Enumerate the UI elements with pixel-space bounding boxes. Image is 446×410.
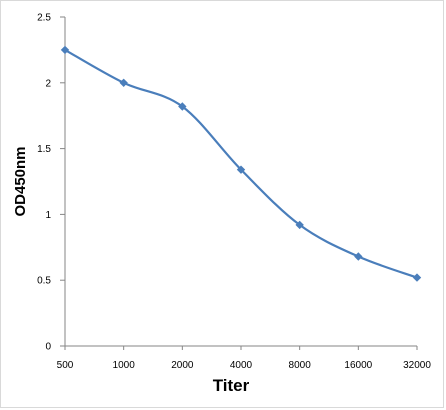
x-tick-label: 16000 — [344, 360, 372, 371]
y-axis-title: OD450nm — [12, 146, 29, 216]
data-point — [236, 165, 246, 174]
x-tick-label: 8000 — [289, 360, 312, 371]
x-tick-label: 32000 — [403, 360, 431, 371]
y-tick-label: 1 — [45, 210, 51, 221]
y-tick-label: 2.5 — [37, 13, 51, 24]
x-axis-title: Titer — [213, 376, 250, 395]
x-tick-label: 4000 — [230, 360, 253, 371]
y-tick-label: 1.5 — [37, 144, 51, 155]
data-point — [295, 220, 304, 230]
x-tick-label: 500 — [57, 360, 74, 371]
data-point — [178, 102, 187, 111]
data-point — [354, 252, 363, 261]
data-point — [60, 45, 70, 55]
y-tick-label: 2 — [45, 78, 51, 89]
data-point — [412, 273, 422, 282]
data-point — [119, 78, 128, 87]
x-tick-label: 2000 — [171, 360, 194, 371]
x-tick-label: 1000 — [113, 360, 136, 371]
y-tick-label: 0 — [45, 342, 51, 353]
y-tick-label: 0.5 — [37, 276, 51, 287]
series-line — [64, 48, 418, 279]
